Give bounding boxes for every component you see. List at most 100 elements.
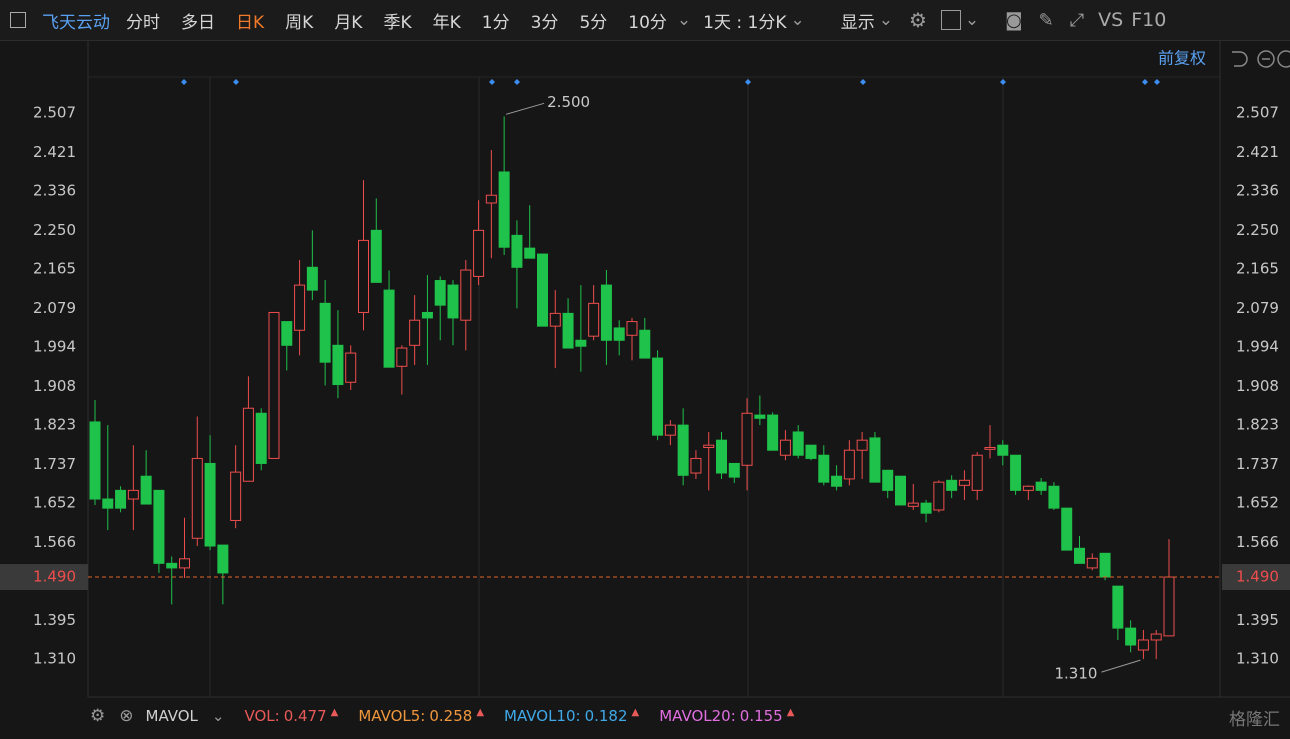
candle-body <box>1048 485 1060 509</box>
candle-body <box>1086 557 1098 569</box>
indicator-label: VOL: <box>244 707 280 725</box>
candle-body <box>626 321 638 336</box>
candle-body <box>588 302 600 337</box>
layout-icon[interactable] <box>10 12 26 28</box>
settings-icon[interactable]: ⚙ <box>90 706 106 726</box>
dropdown[interactable]: ⌄ <box>878 10 893 30</box>
display[interactable]: 显示 <box>840 12 875 33</box>
side-icons[interactable] <box>1232 50 1290 68</box>
fullscreen-icon[interactable]: ⤢ <box>1069 9 1085 31</box>
candle-body <box>89 421 101 500</box>
last-price-label: 1.490 <box>1236 568 1279 586</box>
y-tick-label: 2.250 <box>33 221 76 239</box>
y-tick-label: 1.908 <box>1236 377 1279 395</box>
candle-body <box>166 562 178 569</box>
indicator-name[interactable]: MAVOL <box>145 707 198 725</box>
y-tick-label: 2.165 <box>33 260 76 278</box>
candle-body <box>460 269 472 321</box>
interval[interactable]: 1天 : 1分K <box>703 12 787 33</box>
y-tick-label: 1.823 <box>33 416 76 434</box>
y-tick-label: 2.421 <box>1236 143 1279 161</box>
candle-body <box>652 357 664 436</box>
candle-body <box>754 414 766 419</box>
symbol[interactable]: 飞天云动 <box>42 12 110 33</box>
candle-body <box>396 347 408 367</box>
dropdown[interactable]: ⌄ <box>790 10 805 30</box>
candle-body <box>549 312 561 327</box>
candle-body <box>127 489 139 500</box>
pen-icon[interactable]: ✎ <box>1038 9 1054 31</box>
period-tab[interactable]: 10分 <box>628 12 667 33</box>
candle-body <box>562 312 574 349</box>
dropdown[interactable]: ⌄ <box>676 10 692 30</box>
period-tab[interactable]: 年K <box>432 12 461 33</box>
candle-body <box>703 444 715 448</box>
period-tab[interactable]: 周K <box>285 12 314 33</box>
settings-icon[interactable]: ⚙ <box>908 8 927 32</box>
y-tick-label: 2.507 <box>33 104 76 122</box>
candle-body <box>869 437 881 483</box>
f10[interactable]: F10 <box>1131 9 1167 31</box>
y-tick-label: 2.250 <box>1236 221 1279 239</box>
candle-body <box>434 280 446 306</box>
y-tick-label: 2.507 <box>1236 104 1279 122</box>
candle-body <box>537 253 548 327</box>
annotation-label: 1.310 <box>1054 665 1097 683</box>
camera-icon[interactable]: ◙ <box>1005 9 1023 31</box>
annotation-label: 2.500 <box>547 93 590 111</box>
indicator-item: MAVOL20: 0.155 ▲ <box>659 707 794 725</box>
y-tick-label: 1.908 <box>33 377 76 395</box>
period-tab[interactable]: 3分 <box>530 12 559 33</box>
period-tab[interactable]: 月K <box>334 12 363 33</box>
y-tick-label: 1.652 <box>1236 494 1279 512</box>
candle-body <box>613 327 625 341</box>
candle-body <box>818 454 830 483</box>
candle-body <box>473 229 485 277</box>
candle-body <box>332 344 344 386</box>
candle-body <box>907 502 919 507</box>
y-tick-label: 1.737 <box>1236 455 1279 473</box>
period-tab[interactable]: 多日 <box>181 12 215 33</box>
candle-body <box>1061 507 1073 551</box>
candle-body <box>179 558 190 569</box>
compare[interactable]: VS <box>1098 9 1124 31</box>
close-icon[interactable]: ⊗ <box>119 706 134 726</box>
period-tab[interactable]: 5分 <box>579 12 608 33</box>
candle-body <box>115 489 127 509</box>
period-tab[interactable]: 日K <box>236 12 265 33</box>
candle-body <box>1163 576 1175 637</box>
candle-body <box>1150 633 1162 641</box>
up-arrow: ▲ <box>476 707 485 718</box>
period-tab[interactable]: 1分 <box>481 12 510 33</box>
dropdown[interactable]: ⌄ <box>211 707 225 725</box>
candle-body <box>1137 639 1149 651</box>
candle-body <box>767 414 779 451</box>
watermark: 格隆汇 <box>1229 710 1280 730</box>
last-price-label: 1.490 <box>33 568 76 586</box>
candle-body <box>946 479 958 491</box>
vertical-grid <box>209 77 1004 697</box>
candle-body <box>728 462 740 478</box>
candle-body <box>690 457 702 474</box>
indicator-value: 0.258 <box>429 707 473 725</box>
indicator-label: MAVOL5: <box>358 707 426 725</box>
period-tab[interactable]: 分时 <box>126 12 160 33</box>
shape-icon[interactable] <box>940 10 961 30</box>
y-tick-label: 2.336 <box>1236 182 1279 200</box>
adjust-button[interactable]: 前复权 <box>1158 49 1206 68</box>
candle-body <box>779 439 791 456</box>
candle-body <box>383 289 395 368</box>
candle-body <box>191 457 203 539</box>
candle-body <box>741 412 753 466</box>
candle-body <box>281 321 293 346</box>
candle-body <box>1022 485 1034 491</box>
candle-body <box>230 471 242 521</box>
candle-body <box>524 247 536 259</box>
indicator-bar: ⚙ ⊗ MAVOL ⌄ VOL: 0.477 ▲ MAVOL5: 0.258 ▲ MAVOL… <box>0 700 1290 732</box>
indicator-value: 0.182 <box>584 707 628 725</box>
candle-body <box>511 234 523 268</box>
candle-body <box>485 194 497 204</box>
period-tab[interactable]: 季K <box>383 12 412 33</box>
dropdown[interactable]: ⌄ <box>964 10 980 30</box>
